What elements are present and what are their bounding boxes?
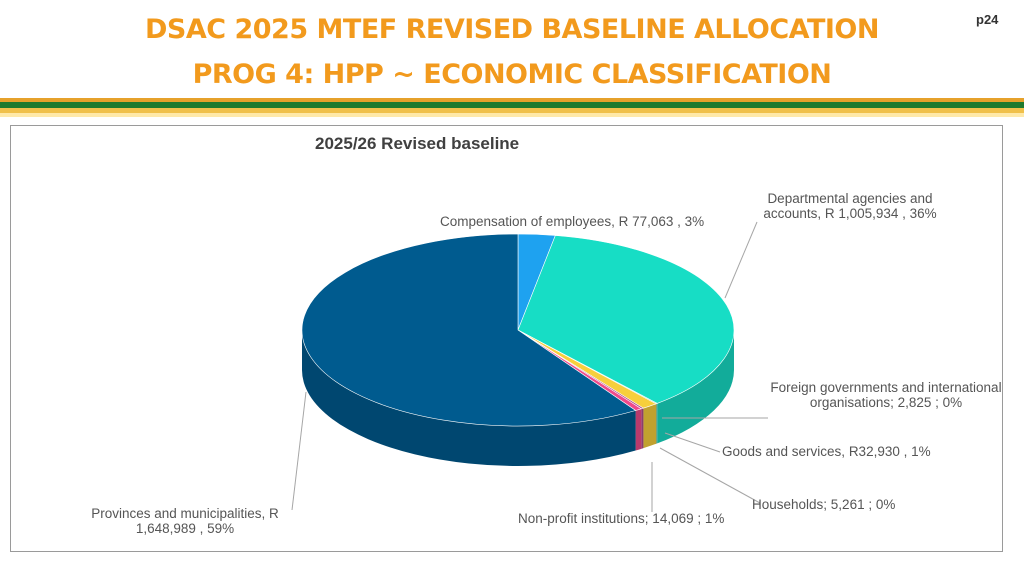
header-stripe-green <box>0 102 1024 108</box>
leader-line-0 <box>724 221 758 299</box>
pie-side-6 <box>302 330 636 467</box>
page-number: p24 <box>976 12 999 27</box>
chart-frame <box>10 125 1003 552</box>
data-label-non-profit: Non-profit institutions; 14,069 ; 1% <box>518 511 725 526</box>
data-label-compensation: Compensation of employees, R 77,063 , 3% <box>440 214 705 229</box>
header-stripe-cream <box>0 113 1024 117</box>
pie-slice-1 <box>517 235 735 404</box>
pie-side-4 <box>641 408 644 449</box>
leader-line-5 <box>291 391 307 511</box>
pie-side-3 <box>643 403 657 449</box>
pie-slice-6 <box>301 233 637 427</box>
page-title-line-2: PROG 4: HPP ~ ECONOMIC CLASSIFICATION <box>192 59 832 90</box>
header-stripe-gold <box>0 108 1024 113</box>
data-label-provinces: Provinces and municipalities, R 1,648,98… <box>91 506 279 536</box>
leader-line-2 <box>664 432 721 453</box>
pie-side-1 <box>657 330 734 444</box>
header-stripe-orange <box>0 98 1024 102</box>
chart-title: 2025/26 Revised baseline <box>315 134 520 153</box>
data-label-households: Households; 5,261 ; 0% <box>752 497 896 512</box>
data-label-departmental-agencies: Departmental agencies and accounts, R 1,… <box>763 191 937 221</box>
data-label-foreign-governments: Foreign governments and international or… <box>770 380 1002 410</box>
data-label-goods-services: Goods and services, R32,930 , 1% <box>722 444 931 459</box>
pie-side-5 <box>635 408 642 451</box>
page-title-line-1: DSAC 2025 MTEF REVISED BASELINE ALLOCATI… <box>145 14 879 45</box>
leader-line-3 <box>659 447 761 504</box>
